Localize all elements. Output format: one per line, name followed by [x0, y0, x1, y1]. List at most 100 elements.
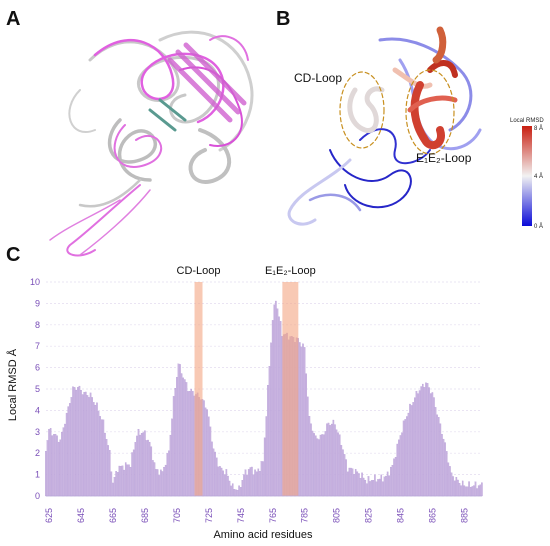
y-tick-label: 1	[35, 470, 40, 480]
cd-loop-structure-label: CD-Loop	[294, 71, 342, 85]
rmsd-bar	[466, 486, 469, 497]
rmsd-bar	[455, 477, 458, 497]
rmsd-bar	[169, 434, 172, 497]
rmsd-bar	[160, 469, 162, 497]
rmsd-bar	[359, 477, 362, 497]
panel-letter-a: A	[6, 8, 21, 30]
rmsd-bar	[49, 428, 52, 497]
rmsd-bar	[338, 434, 341, 497]
rmsd-bar	[136, 435, 138, 497]
rmsd-bar	[370, 480, 373, 497]
rmsd-bar	[268, 366, 271, 497]
rmsd-bar	[340, 445, 343, 497]
rmsd-bar	[54, 433, 57, 497]
rmsd-bar	[481, 482, 483, 497]
y-axis-title: Local RMSD Å	[6, 348, 19, 421]
rmsd-bar	[330, 423, 333, 497]
rmsd-bar	[177, 363, 180, 497]
rmsd-bar	[243, 474, 245, 497]
rmsd-bar	[233, 489, 236, 497]
rmsd-bar	[64, 423, 66, 497]
rmsd-bar	[383, 476, 386, 497]
y-tick-label: 0	[35, 491, 40, 501]
rmsd-bar	[204, 407, 207, 497]
rmsd-bar	[102, 419, 105, 497]
rmsd-bar	[391, 464, 394, 497]
rmsd-bar	[188, 391, 191, 497]
rmsd-bar	[107, 445, 109, 497]
rmsd-bar	[174, 388, 177, 497]
rmsd-bar	[53, 434, 55, 497]
rmsd-bar	[100, 419, 103, 497]
rmsd-bar	[437, 417, 440, 497]
rmsd-bar	[412, 402, 414, 497]
rmsd-bar	[378, 478, 381, 497]
rmsd-bar	[458, 483, 461, 497]
rmsd-bar	[425, 382, 427, 497]
highlight-label: E₁E₂-Loop	[265, 265, 316, 277]
rmsd-bar	[206, 409, 208, 497]
rmsd-bar	[251, 466, 253, 497]
rmsd-bar	[65, 412, 68, 497]
x-axis-title: Amino acid residues	[213, 529, 313, 541]
rmsd-bar	[246, 475, 248, 497]
rmsd-bar	[447, 462, 450, 497]
rmsd-bar	[461, 480, 464, 497]
rmsd-bar	[457, 479, 459, 497]
rmsd-bar	[319, 434, 322, 497]
rmsd-bar	[375, 481, 378, 497]
rmsd-bar	[436, 414, 438, 497]
rmsd-bar	[313, 433, 315, 497]
rmsd-bar	[367, 476, 370, 497]
rmsd-bar	[187, 391, 189, 497]
rmsd-bar	[180, 373, 183, 497]
rmsd-bar	[342, 449, 344, 497]
rmsd-bar	[415, 391, 418, 497]
rmsd-bar	[155, 469, 157, 497]
rmsd-bar	[110, 471, 113, 497]
rmsd-bar	[398, 439, 400, 497]
rmsd-bar	[318, 439, 320, 497]
rmsd-bar	[423, 387, 426, 497]
rmsd-bar	[108, 450, 111, 497]
rmsd-bar	[252, 474, 255, 497]
rmsd-bar	[172, 396, 175, 497]
rmsd-bar	[80, 389, 82, 497]
rmsd-bar	[345, 459, 347, 497]
rmsd-bar	[358, 473, 360, 497]
y-tick-label: 7	[35, 341, 40, 351]
x-tick-label: 625	[44, 508, 54, 523]
rmsd-bar	[377, 479, 379, 497]
rmsd-bar	[112, 482, 114, 497]
y-tick-label: 3	[35, 427, 40, 437]
rmsd-bar	[115, 471, 117, 497]
rmsd-bar	[337, 432, 339, 497]
rmsd-bar	[83, 391, 85, 497]
highlight-layer	[194, 282, 299, 496]
rmsd-bar	[91, 397, 93, 497]
rmsd-bar	[59, 439, 62, 497]
rmsd-bar	[85, 391, 87, 497]
rmsd-bar	[77, 387, 79, 497]
rmsd-bar	[267, 385, 269, 497]
rmsd-bar	[62, 427, 65, 497]
rmsd-bar	[385, 475, 387, 497]
rmsd-bar	[279, 321, 282, 497]
rmsd-bar	[116, 472, 119, 497]
rmsd-bar	[262, 461, 264, 497]
x-tick-label: 865	[427, 508, 437, 523]
rmsd-bar	[244, 469, 247, 497]
colorbar-title: Local RMSD	[510, 118, 544, 124]
rmsd-bar	[215, 457, 218, 497]
rmsd-bar	[386, 471, 389, 497]
rmsd-bar	[45, 450, 47, 497]
x-tick-label: 765	[268, 508, 278, 523]
rmsd-bar	[354, 469, 357, 497]
x-tick-label: 805	[332, 508, 342, 523]
rmsd-bar	[208, 416, 210, 497]
rmsd-bar	[273, 304, 276, 497]
y-tick-label: 6	[35, 363, 40, 373]
rmsd-bar	[105, 439, 108, 497]
rmsd-bar	[414, 397, 416, 497]
rmsd-bar	[322, 434, 325, 497]
